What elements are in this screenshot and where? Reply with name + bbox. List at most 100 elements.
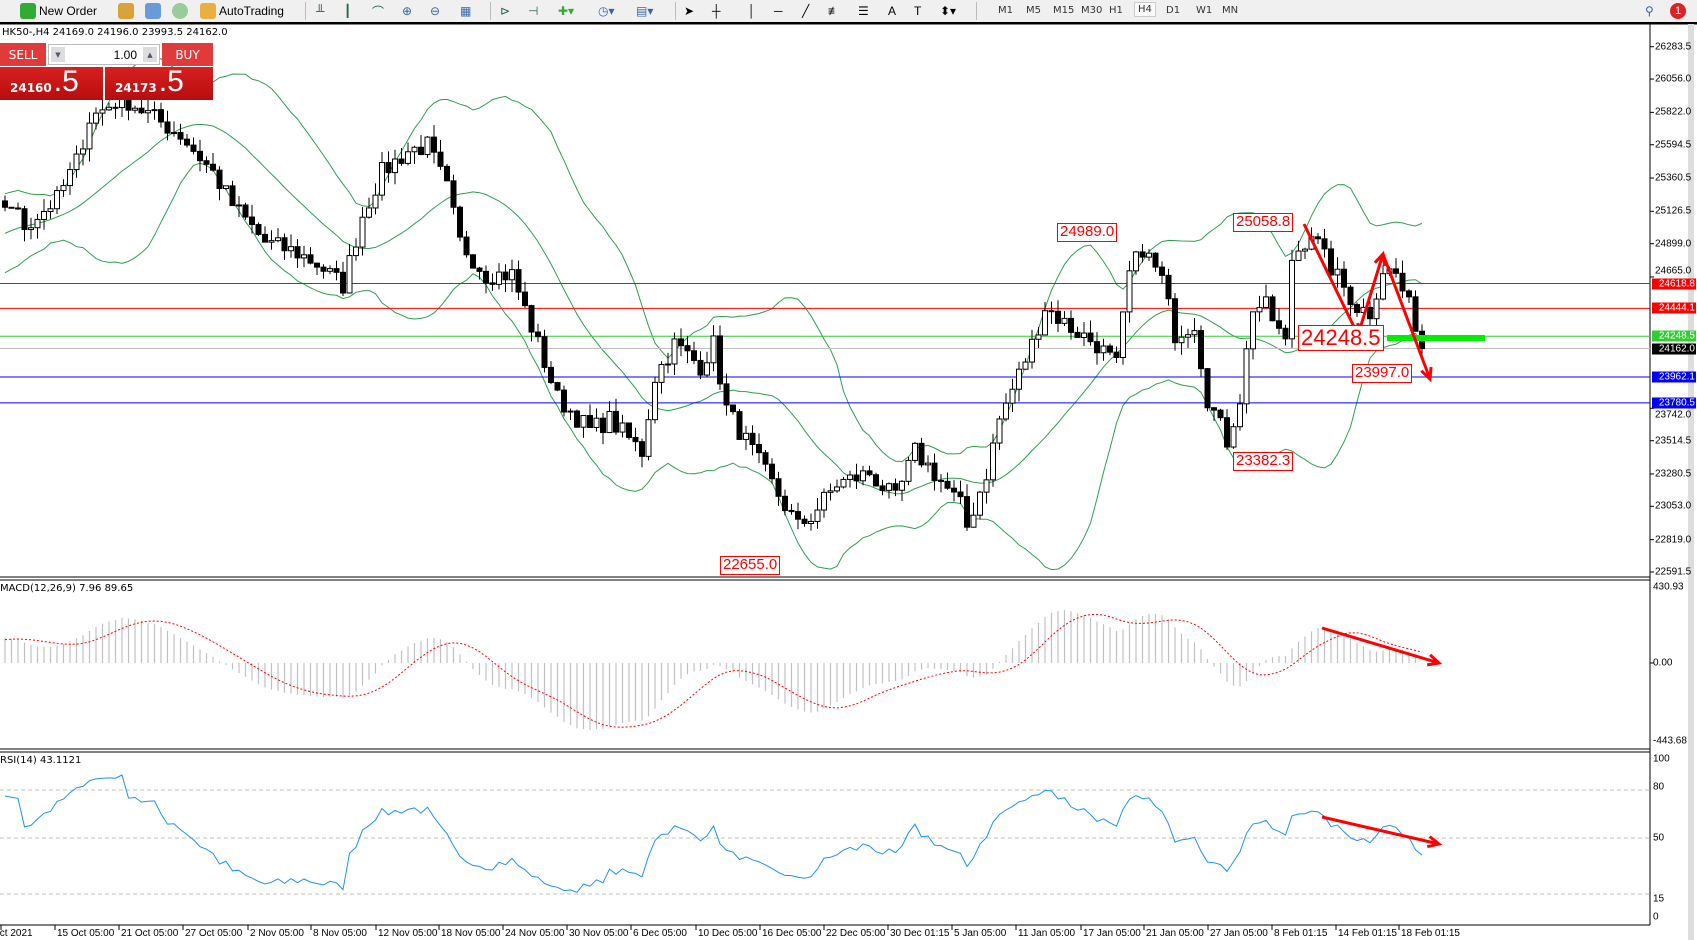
bar-chart-icon[interactable]: ╨ [316,4,325,18]
price-annotation[interactable]: 24989.0 [1057,223,1118,242]
candle-body [925,462,931,466]
timeframe-m30[interactable]: M30 [1081,5,1103,16]
candle-body [905,459,912,482]
lot-input[interactable] [67,46,141,63]
candle-body [574,410,580,428]
timeframe-mn[interactable]: MN [1222,5,1239,16]
timeframe-m1[interactable]: M1 [998,5,1013,16]
candle-body [1256,307,1263,313]
search-icon[interactable]: ⚲ [1645,4,1654,18]
market-watch-icon[interactable] [145,3,161,19]
candle-body [132,107,138,111]
auto-scroll-icon[interactable]: ⊳ [500,4,511,18]
sell-price-button[interactable]: 24160 .5 [0,67,103,100]
zoom-in-icon[interactable]: ⊕ [402,4,413,18]
candle-body [996,418,1003,444]
candle-body [333,268,340,273]
sell-button[interactable]: SELL [0,43,46,66]
lot-decrease-button[interactable]: ▼ [51,47,65,62]
price-annotation[interactable]: 23997.0 [1352,364,1413,383]
candle-body [1016,368,1022,390]
timeframe-h4[interactable]: H4 [1134,2,1156,17]
timeframe-d1[interactable]: D1 [1166,5,1181,16]
new-order-label: New Order [39,4,98,18]
time-axis-label: 30 Dec 01:15 [890,928,950,939]
time-axis-label: 12 Nov 05:00 [378,928,438,939]
candle-body [21,208,28,231]
candle-body [509,269,515,281]
lot-increase-button[interactable]: ▲ [143,47,157,62]
text-icon[interactable]: A [888,4,897,18]
indicators-icon[interactable]: ✚▾ [558,4,575,18]
candle-body [535,331,541,338]
horizontal-line-icon[interactable]: ─ [774,4,783,18]
candle-body [268,240,275,243]
buy-price-button[interactable]: 24173 .5 [105,67,213,100]
price-annotation[interactable]: 24248.5 [1298,324,1384,351]
buy-button[interactable]: BUY [162,43,213,66]
chart-shift-icon[interactable]: ⊣ [528,4,539,18]
candle-body [1341,268,1347,288]
candle-body [515,269,522,293]
candle-body [93,112,99,124]
templates-icon[interactable]: ▤▾ [636,4,654,18]
rsi-axis-label: 0 [1653,911,1659,923]
candle-body [528,305,535,333]
price-axis-label: 23742.0 [1655,409,1692,421]
time-axis-label: 14 Feb 01:15 [1338,928,1397,939]
line-chart-icon[interactable]: ⌒ [372,4,385,19]
candle-body [567,410,574,413]
candle-body [1185,334,1191,338]
metaeditor-icon[interactable] [118,3,134,19]
candle-body [138,107,145,114]
candle-body [1068,317,1074,333]
candle-body [853,474,860,482]
timeframe-m15[interactable]: M15 [1053,5,1075,16]
equidistant-channel-icon[interactable]: ≢ [828,4,840,18]
time-axis-label: 5 Jan 05:00 [954,928,1007,939]
zoom-out-icon[interactable]: ⊖ [430,4,441,18]
candle-body [788,509,795,513]
price-axis-label: 25360.5 [1655,172,1692,184]
candle-body [1321,238,1328,250]
rsi-axis-label: 80 [1653,781,1665,793]
arrows-icon[interactable]: ⬍▾ [940,4,957,18]
autotrading-button[interactable]: AutoTrading [200,2,284,20]
crosshair-icon[interactable]: ┼ [712,4,721,18]
candle-body [1406,290,1412,298]
price-axis-label: 23053.0 [1655,500,1692,512]
notifications-button[interactable]: 1 [1670,2,1686,20]
text-label-icon[interactable]: T [914,4,922,18]
timeframe-h1[interactable]: H1 [1109,5,1123,16]
signals-icon[interactable] [172,3,188,19]
candle-body [1126,270,1133,313]
tile-windows-icon[interactable]: ▦ [460,4,472,18]
candle-body [1094,341,1100,354]
cursor-icon[interactable]: ➤ [684,4,695,18]
price-annotation[interactable]: 22655.0 [720,556,781,575]
candle-body [411,146,418,153]
bollinger-middle [4,123,1423,495]
fibonacci-icon[interactable]: ☰ [858,4,869,18]
price-axis-label: 22819.0 [1655,534,1692,546]
timeframe-m5[interactable]: M5 [1026,5,1041,16]
candle-body [476,267,483,272]
price-annotation[interactable]: 25058.8 [1233,213,1294,232]
candle-body [483,270,489,284]
candle-body [398,158,405,164]
candle-body [294,246,301,259]
candle-body [320,266,327,272]
candle-body [437,151,444,167]
price-annotation[interactable]: 23382.3 [1233,452,1294,471]
candle-body [190,144,197,152]
candle-body [723,383,730,406]
trendline-icon[interactable]: ╱ [802,4,810,18]
vertical-line-icon[interactable]: │ [748,4,756,18]
periods-icon[interactable]: ◷▾ [598,4,615,18]
new-order-button[interactable]: New Order [20,2,97,20]
timeframe-w1[interactable]: W1 [1196,5,1213,16]
candlestick-icon[interactable]: ┃ [344,4,352,18]
candle-body [34,218,41,229]
candle-body [450,180,457,208]
